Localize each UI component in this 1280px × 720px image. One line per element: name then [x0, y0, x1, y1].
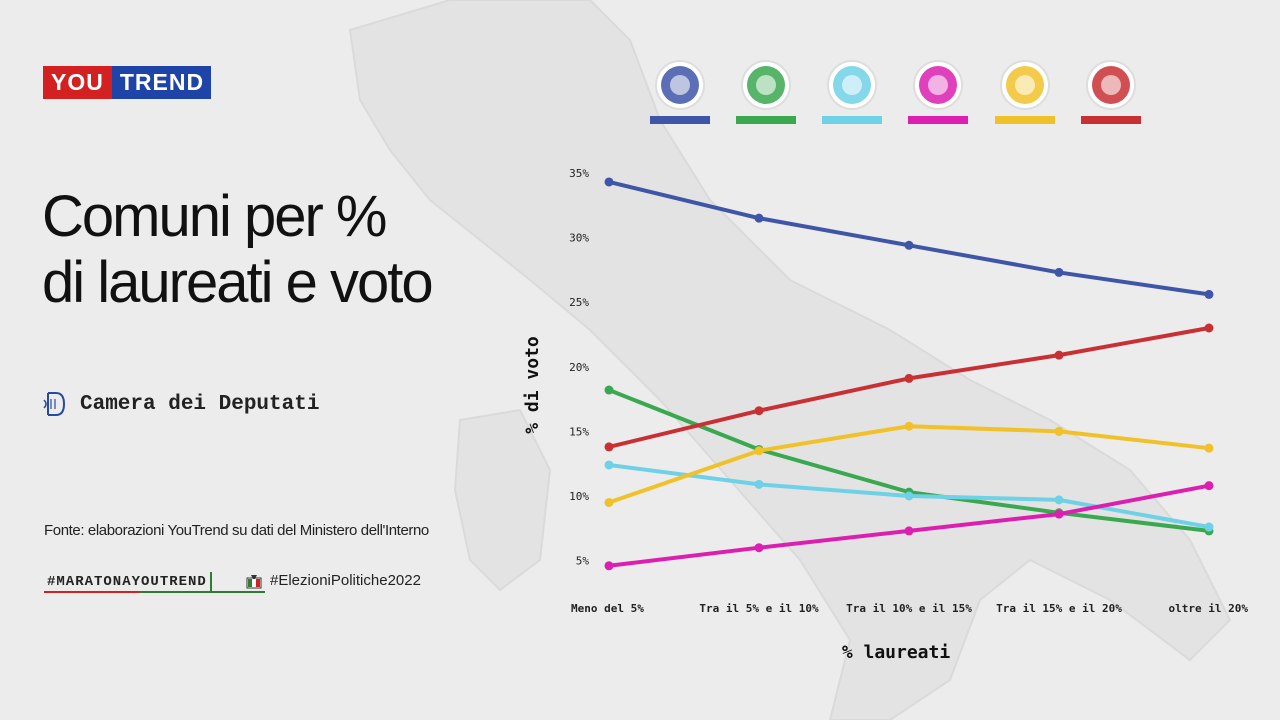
data-point: [904, 526, 914, 536]
logo-trend: TREND: [111, 66, 212, 99]
parliament-emblem-icon: [43, 392, 66, 416]
data-point: [1204, 443, 1214, 453]
party-color-bar: [1081, 116, 1141, 124]
series-line: [608, 180, 1210, 297]
data-point: [1054, 495, 1064, 505]
data-point: [1204, 481, 1214, 491]
hashtag-maratona-text: #MARATONAYOUTREND: [47, 574, 207, 590]
data-point: [904, 491, 914, 501]
data-point: [754, 213, 764, 223]
x-tick-label: Tra il 5% e il 10%: [699, 602, 819, 615]
party-legend-item: [822, 60, 882, 124]
party-logo-icon: [1086, 60, 1136, 110]
ballot-icon: [246, 574, 262, 588]
party-color-bar: [736, 116, 796, 124]
italy-map-background: [348, 0, 1232, 720]
party-color-bar: [908, 116, 968, 124]
data-point: [754, 479, 764, 489]
x-tick-label: Tra il 10% e il 15%: [846, 602, 972, 615]
data-point: [754, 406, 764, 416]
page-title: Comuni per % di laureati e voto: [42, 184, 502, 316]
data-point: [604, 460, 614, 470]
data-point: [604, 497, 614, 507]
party-legend-item: [995, 60, 1055, 124]
data-point: [1204, 289, 1214, 299]
party-logo-icon: [827, 60, 877, 110]
party-color-bar: [822, 116, 882, 124]
y-tick-label: 10%: [569, 490, 589, 503]
data-point: [1054, 267, 1064, 277]
y-tick-label: 15%: [569, 425, 589, 438]
party-legend-item: [736, 60, 796, 124]
y-tick-label: 5%: [576, 555, 590, 568]
camera-label-row: Camera dei Deputati: [42, 390, 319, 418]
party-legend-item: [1081, 60, 1141, 124]
logo-you: YOU: [43, 66, 112, 99]
data-point: [604, 442, 614, 452]
x-axis-label: % laureati: [842, 642, 951, 663]
data-point: [1054, 426, 1064, 436]
party-color-bar: [995, 116, 1055, 124]
party-logo-icon: [913, 60, 963, 110]
data-point: [754, 543, 764, 553]
data-point: [904, 373, 914, 383]
y-tick-label: 35%: [569, 167, 589, 180]
y-axis-label: % di voto: [522, 336, 543, 434]
party-logo-icon: [741, 60, 791, 110]
title-line-2: di laureati e voto: [42, 250, 434, 315]
data-point: [754, 446, 764, 456]
youtrend-logo: YOU TREND: [43, 66, 212, 99]
data-point: [904, 421, 914, 431]
x-tick-label: Meno del 5%: [571, 602, 644, 615]
y-tick-label: 20%: [569, 361, 589, 374]
party-legend-item: [908, 60, 968, 124]
x-tick-label: oltre il 20%: [1169, 602, 1249, 615]
data-point: [604, 561, 614, 571]
party-logo-icon: [1000, 60, 1050, 110]
y-tick-label: 25%: [569, 296, 589, 309]
hashtag-elezioni-text: #ElezioniPolitiche2022: [270, 572, 421, 589]
party-color-bar: [650, 116, 710, 124]
title-line-1: Comuni per %: [42, 184, 387, 249]
data-point: [1054, 509, 1064, 519]
camera-label: Camera dei Deputati: [80, 392, 320, 416]
data-point: [1054, 350, 1064, 360]
data-point: [1204, 323, 1214, 333]
hashtag-elezioni: #ElezioniPolitiche2022: [246, 572, 421, 589]
hashtag-maratona: #MARATONAYOUTREND: [44, 572, 265, 593]
y-tick-label: 30%: [569, 232, 589, 245]
data-point: [904, 240, 914, 250]
data-point: [604, 177, 614, 187]
x-tick-label: Tra il 15% e il 20%: [996, 602, 1122, 615]
party-logo-icon: [655, 60, 705, 110]
data-point: [604, 385, 614, 395]
source-note: Fonte: elaborazioni YouTrend su dati del…: [44, 522, 429, 539]
party-legend-item: [650, 60, 710, 124]
data-point: [1204, 522, 1214, 532]
